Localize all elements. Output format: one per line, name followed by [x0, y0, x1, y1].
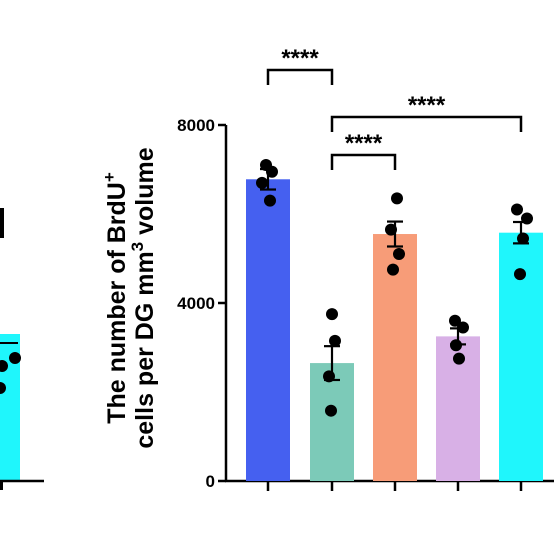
data-point	[385, 223, 397, 236]
significance-bracket	[330, 115, 523, 132]
y-tick-label: 4000	[177, 294, 215, 313]
bar	[310, 363, 354, 481]
data-point	[325, 404, 337, 417]
data-point	[521, 212, 533, 225]
data-point	[256, 176, 268, 189]
data-point	[323, 370, 335, 383]
data-point	[393, 248, 405, 261]
y-axis-label: The number of BrdU+ cells per DG mm3 vol…	[100, 147, 159, 448]
data-point	[266, 165, 278, 178]
data-point	[450, 339, 462, 352]
data-point	[511, 203, 523, 216]
data-point	[326, 308, 338, 321]
bar	[246, 179, 290, 482]
data-point	[517, 232, 529, 245]
y-axis-label-line1: The number of BrdU+	[100, 172, 131, 424]
significance-label: ****	[408, 92, 446, 119]
data-point	[457, 321, 469, 334]
data-point	[514, 268, 526, 281]
data-point	[264, 194, 276, 207]
significance-label: ****	[281, 45, 319, 72]
data-point	[391, 192, 403, 205]
y-tick-label: 0	[206, 472, 215, 491]
left-panel-edge-mark	[0, 208, 4, 238]
significance-label: ****	[345, 130, 383, 157]
significance-bracket	[266, 68, 334, 85]
significance-bracket	[330, 153, 397, 170]
left-panel-edge-mark	[0, 480, 3, 490]
left-panel-fragment	[0, 208, 44, 490]
data-point	[387, 263, 399, 276]
y-tick-label: 8000	[177, 116, 215, 135]
y-ticks: 0 4000 8000	[177, 116, 226, 491]
left-panel-point	[0, 382, 6, 394]
left-panel-point	[0, 360, 8, 372]
data-point	[329, 334, 341, 347]
y-axis-label-line2: cells per DG mm3 volume	[128, 147, 159, 448]
data-point	[449, 314, 461, 327]
data-point	[453, 352, 465, 365]
significance-brackets: **** **** ****	[266, 45, 523, 170]
data-points	[256, 159, 533, 417]
left-panel-point	[9, 352, 21, 364]
